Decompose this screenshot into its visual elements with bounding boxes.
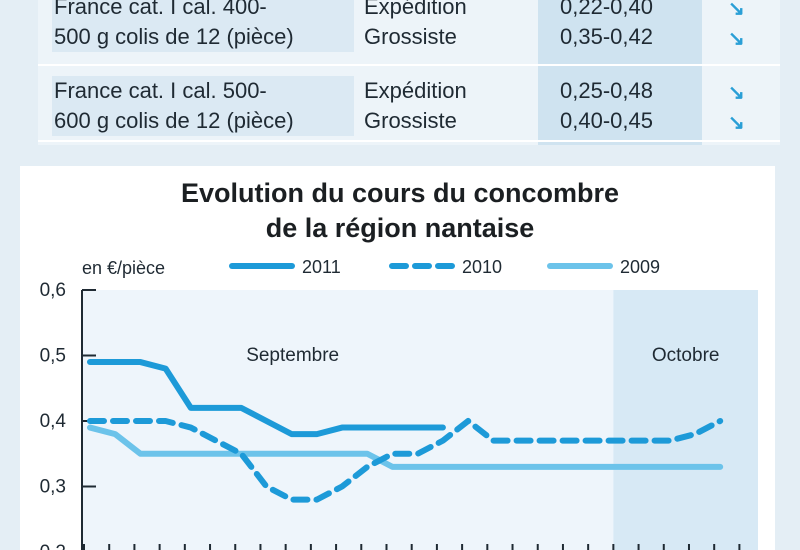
- price-table: France cat. I cal. 400- 500 g colis de 1…: [38, 0, 780, 145]
- chart-title-line: de la région nantaise: [265, 213, 535, 243]
- trend-cell: ↘ ↘: [728, 76, 768, 136]
- table-row: France cat. I cal. 400- 500 g colis de 1…: [38, 0, 780, 52]
- stage-label: Grossiste: [364, 108, 457, 133]
- trend-down-icon: ↘: [728, 112, 745, 134]
- month-label: Octobre: [652, 345, 720, 366]
- product-line: France cat. I cal. 400-: [54, 0, 267, 19]
- price-value: 0,25-0,48: [560, 78, 653, 103]
- legend-label-2010: 2010: [462, 257, 502, 277]
- series-2009-line: [87, 424, 724, 470]
- series-2010-line: [87, 418, 724, 503]
- month-band: [613, 290, 758, 550]
- month-bands: Septembre Octobre: [82, 290, 758, 550]
- chart-title-line: Evolution du cours du concombre: [180, 178, 620, 208]
- y-tick-label: 0,2: [40, 542, 66, 550]
- price-column-background: [538, 0, 702, 145]
- y-tick-label: 0,5: [40, 346, 66, 367]
- y-tick-label: 0,4: [40, 411, 67, 432]
- price-value: 0,35-0,42: [560, 24, 653, 49]
- y-tick-label: 0,3: [40, 477, 66, 498]
- table-row: France cat. I cal. 500- 600 g colis de 1…: [38, 76, 780, 136]
- stage-cell: Expédition Grossiste: [364, 0, 467, 52]
- legend: en €/pièce 2011 2010 2009: [82, 257, 660, 278]
- trend-cell: ↘ ↘: [728, 0, 768, 52]
- row-divider: [38, 64, 780, 66]
- product-line: France cat. I cal. 500-: [54, 78, 267, 103]
- stage-label: Grossiste: [364, 24, 457, 49]
- series-lines: [87, 359, 724, 503]
- price-value: 0,22-0,40: [560, 0, 653, 19]
- price-cell: 0,25-0,48 0,40-0,45: [560, 76, 653, 136]
- legend-label-2009: 2009: [620, 257, 660, 277]
- series-2011-line: [87, 359, 446, 438]
- stage-label: Expédition: [364, 78, 467, 103]
- product-line: 500 g colis de 12 (pièce): [54, 24, 294, 49]
- y-axis-label: en €/pièce: [82, 258, 165, 278]
- trend-down-icon: ↘: [728, 28, 745, 50]
- product-line: 600 g colis de 12 (pièce): [54, 108, 294, 133]
- chart-title: Evolution du cours du concombre de la ré…: [0, 176, 800, 246]
- y-tick-label: 0,6: [40, 280, 66, 301]
- product-cell: France cat. I cal. 500- 600 g colis de 1…: [52, 76, 354, 136]
- month-label: Septembre: [246, 345, 339, 366]
- price-cell: 0,22-0,40 0,35-0,42: [560, 0, 653, 52]
- product-cell: France cat. I cal. 400- 500 g colis de 1…: [52, 0, 354, 52]
- price-value: 0,40-0,45: [560, 108, 653, 133]
- row-divider: [38, 140, 780, 142]
- trend-down-icon: ↘: [728, 0, 745, 20]
- axes: 0,2 0,3 0,4 0,5 0,6: [40, 280, 741, 550]
- stage-label: Expédition: [364, 0, 467, 19]
- legend-label-2011: 2011: [302, 257, 341, 277]
- trend-down-icon: ↘: [728, 82, 745, 104]
- stage-cell: Expédition Grossiste: [364, 76, 467, 136]
